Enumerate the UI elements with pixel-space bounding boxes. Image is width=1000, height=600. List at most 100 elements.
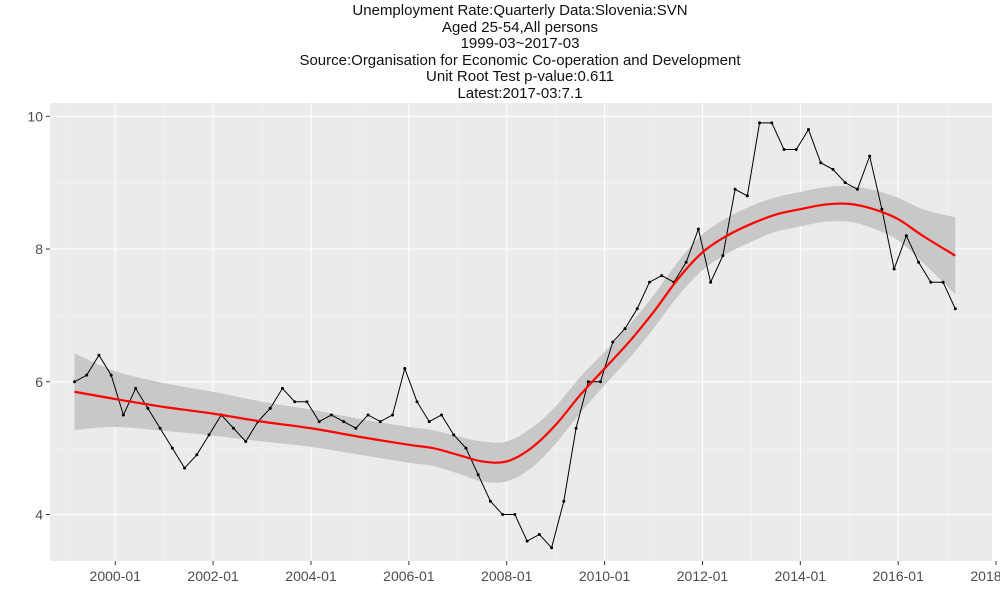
y-axis: 4 6 8 10 <box>27 108 50 523</box>
data-point <box>121 413 125 417</box>
data-point <box>929 280 933 284</box>
data-point <box>488 499 492 503</box>
data-point <box>476 473 480 477</box>
data-point <box>819 161 823 165</box>
data-point <box>794 147 798 151</box>
data-point <box>501 513 505 517</box>
data-point <box>623 327 627 331</box>
trend-line <box>74 202 956 464</box>
series-points <box>72 121 957 550</box>
data-point <box>134 386 138 390</box>
data-point <box>733 187 737 191</box>
x-tick-label: 2016-01 <box>873 568 925 584</box>
data-point <box>280 386 284 390</box>
data-point <box>831 167 835 171</box>
data-point <box>550 546 554 550</box>
x-tick-label: 2006-01 <box>383 568 435 584</box>
data-point <box>647 280 651 284</box>
data-point <box>868 154 872 158</box>
data-point <box>329 413 333 417</box>
data-point <box>85 373 89 377</box>
x-tick-label: 2018-01 <box>970 568 1000 584</box>
data-point <box>770 121 774 125</box>
data-point <box>635 307 639 311</box>
data-point <box>953 307 957 311</box>
data-point <box>354 426 358 430</box>
data-point <box>195 453 199 457</box>
data-point <box>611 340 615 344</box>
title-line-3: 1999-03~2017-03 <box>460 35 580 52</box>
x-tick-label: 2014-01 <box>775 568 827 584</box>
data-point <box>109 373 113 377</box>
x-tick-label: 2004-01 <box>285 568 337 584</box>
grid-major <box>50 103 992 561</box>
data-point <box>293 400 297 404</box>
data-point <box>207 433 211 437</box>
data-point <box>342 420 346 424</box>
data-point <box>464 446 468 450</box>
data-point <box>366 413 370 417</box>
data-point <box>513 513 517 517</box>
data-point <box>146 406 150 410</box>
x-axis: 2000-01 2002-01 2004-01 2006-01 2008-01 2010-… <box>90 561 1000 584</box>
data-point <box>721 254 725 258</box>
y-tick-label: 8 <box>35 241 43 257</box>
data-point <box>660 274 664 278</box>
y-tick-label: 4 <box>35 507 43 523</box>
data-point <box>892 267 896 271</box>
data-point <box>403 367 407 371</box>
data-point <box>574 426 578 430</box>
data-point <box>709 280 713 284</box>
x-tick-label: 2008-01 <box>481 568 533 584</box>
data-point <box>378 420 382 424</box>
data-point <box>439 413 443 417</box>
title-line-4: Source:Organisation for Economic Co-oper… <box>299 51 741 69</box>
chart-title: Unemployment Rate:Quarterly Data:Sloveni… <box>0 2 1000 102</box>
data-point <box>415 400 419 404</box>
data-point <box>72 380 76 384</box>
x-tick-label: 2000-01 <box>90 568 142 584</box>
data-point <box>684 260 688 264</box>
confidence-band <box>74 185 956 483</box>
data-point <box>170 446 174 450</box>
data-point <box>305 400 309 404</box>
data-point <box>317 420 321 424</box>
y-tick-label: 10 <box>27 108 43 124</box>
data-point <box>696 227 700 231</box>
y-tick-label: 6 <box>35 374 43 390</box>
x-tick-label: 2010-01 <box>579 568 631 584</box>
plot-panel <box>50 103 992 561</box>
data-point <box>599 380 603 384</box>
data-point <box>391 413 395 417</box>
title-line-2: Aged 25-54,All persons <box>442 18 598 36</box>
title-line-6: Latest:2017-03:7.1 <box>457 84 583 102</box>
data-point <box>244 440 248 444</box>
data-point <box>843 181 847 185</box>
data-point <box>806 128 810 132</box>
data-point <box>917 260 921 264</box>
data-point <box>941 280 945 284</box>
grid-minor <box>50 103 992 561</box>
x-tick-label: 2002-01 <box>187 568 239 584</box>
data-point <box>452 433 456 437</box>
title-line-1: Unemployment Rate:Quarterly Data:Sloveni… <box>352 2 688 19</box>
data-point <box>268 406 272 410</box>
data-point <box>183 466 187 470</box>
data-point <box>758 121 762 125</box>
data-point <box>232 426 236 430</box>
data-point <box>880 207 884 211</box>
data-point <box>537 532 541 536</box>
data-point <box>586 380 590 384</box>
title-line-5: Unit Root Test p-value:0.611 <box>426 68 614 85</box>
data-point <box>745 194 749 198</box>
data-point <box>562 499 566 503</box>
data-point <box>158 426 162 430</box>
data-point <box>525 539 529 543</box>
x-tick-label: 2012-01 <box>677 568 729 584</box>
data-point <box>427 420 431 424</box>
data-point <box>97 353 101 357</box>
data-point <box>855 187 859 191</box>
data-point <box>782 147 786 151</box>
